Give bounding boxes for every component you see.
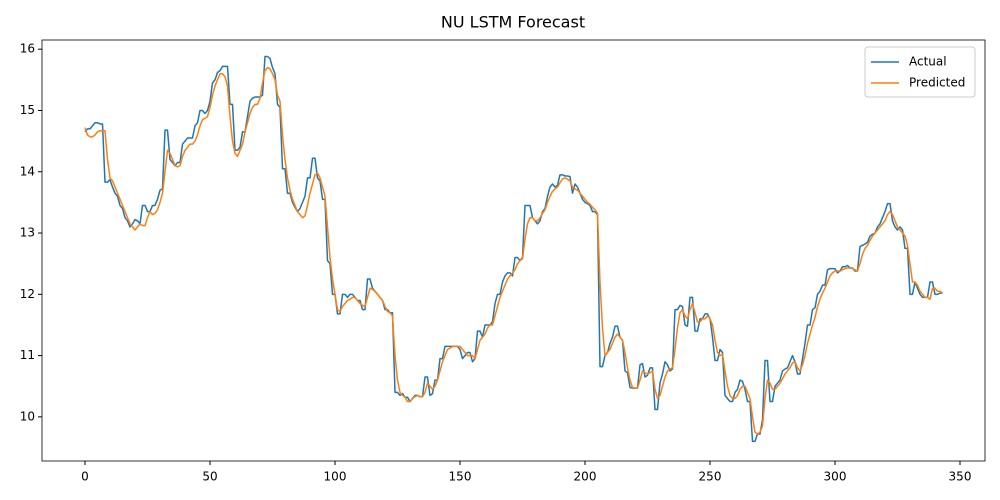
chart-title: NU LSTM Forecast — [441, 13, 585, 32]
x-tick-label: 250 — [699, 470, 722, 484]
x-tick-label: 150 — [449, 470, 472, 484]
y-tick-label: 13 — [20, 226, 35, 240]
y-tick-label: 16 — [20, 42, 35, 56]
series-line — [84, 66, 943, 435]
x-tick-label: 0 — [81, 470, 89, 484]
y-tick-label: 15 — [20, 103, 35, 117]
x-tick-label: 50 — [202, 470, 217, 484]
y-tick-label: 10 — [20, 409, 35, 423]
x-tick-label: 100 — [324, 470, 347, 484]
plot-frame — [41, 39, 986, 462]
x-tick-label: 300 — [824, 470, 847, 484]
y-tick-label: 11 — [20, 348, 35, 362]
legend-box — [864, 46, 976, 98]
series-line — [84, 55, 943, 443]
x-tick-label: 200 — [574, 470, 597, 484]
legend-label: Actual — [909, 55, 947, 69]
x-tick-label: 350 — [949, 470, 972, 484]
y-tick-label: 14 — [20, 164, 35, 178]
legend-label: Predicted — [909, 76, 965, 90]
y-tick-label: 12 — [20, 287, 35, 301]
